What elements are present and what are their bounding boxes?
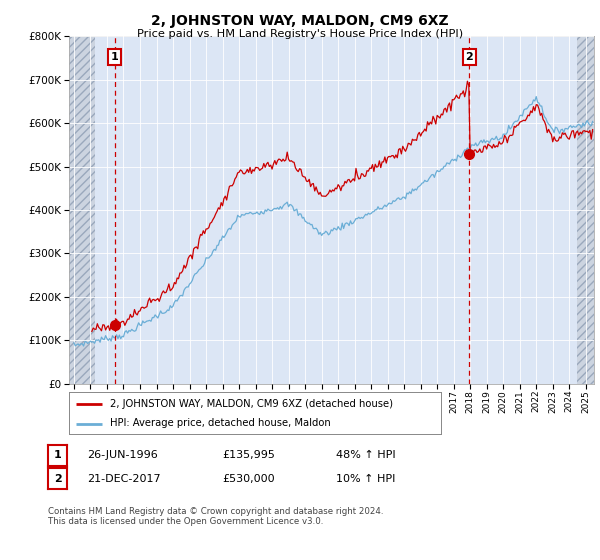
Text: 2: 2: [54, 474, 61, 484]
Bar: [577, 36, 594, 384]
Text: £135,995: £135,995: [222, 450, 275, 460]
Text: Price paid vs. HM Land Registry's House Price Index (HPI): Price paid vs. HM Land Registry's House …: [137, 29, 463, 39]
Text: 48% ↑ HPI: 48% ↑ HPI: [336, 450, 395, 460]
Text: 10% ↑ HPI: 10% ↑ HPI: [336, 474, 395, 484]
Text: 1: 1: [54, 450, 61, 460]
Text: HPI: Average price, detached house, Maldon: HPI: Average price, detached house, Mald…: [110, 418, 331, 428]
Text: Contains HM Land Registry data © Crown copyright and database right 2024.
This d: Contains HM Land Registry data © Crown c…: [48, 507, 383, 526]
Text: 1: 1: [110, 52, 118, 62]
Text: 26-JUN-1996: 26-JUN-1996: [87, 450, 158, 460]
Text: 21-DEC-2017: 21-DEC-2017: [87, 474, 161, 484]
Text: 2: 2: [466, 52, 473, 62]
Bar: [69, 36, 95, 384]
Text: 2, JOHNSTON WAY, MALDON, CM9 6XZ (detached house): 2, JOHNSTON WAY, MALDON, CM9 6XZ (detach…: [110, 399, 393, 409]
Text: 2, JOHNSTON WAY, MALDON, CM9 6XZ: 2, JOHNSTON WAY, MALDON, CM9 6XZ: [151, 14, 449, 28]
Text: £530,000: £530,000: [222, 474, 275, 484]
